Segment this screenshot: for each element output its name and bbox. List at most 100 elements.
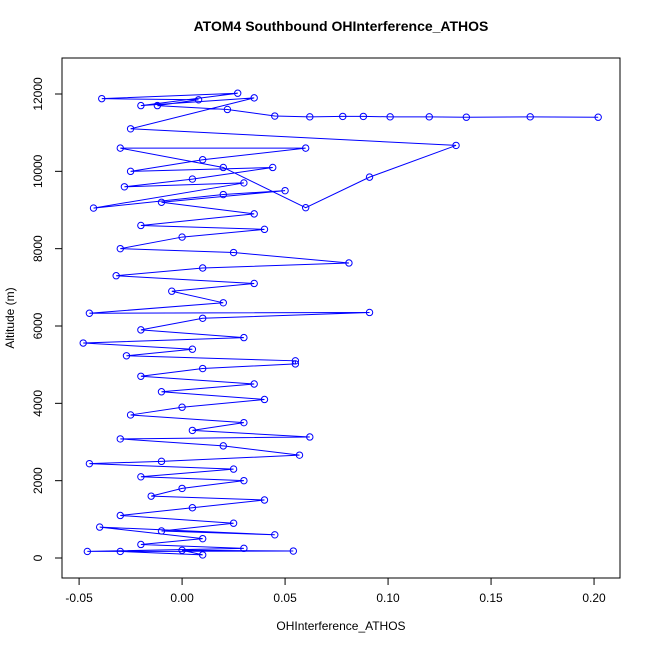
y-tick-label: 10000 [31,154,45,188]
data-point [157,198,166,206]
data-point [240,179,248,187]
data-point [301,144,310,152]
data-point [306,433,314,441]
y-tick-label: 4000 [31,390,45,417]
x-tick-label: 0.05 [273,591,297,605]
data-point [219,190,227,199]
data-point [223,105,232,114]
data-point [79,339,87,347]
data-point [83,547,92,556]
y-tick-label: 0 [31,554,45,561]
data-point [188,345,197,353]
data-point [271,531,279,539]
y-tick-label: 6000 [31,312,45,339]
data-point [198,314,207,322]
data-point [112,272,120,280]
data-point [425,113,433,121]
data-point [122,352,131,360]
data-point [291,360,300,368]
data-point [250,210,258,218]
data-point [250,279,258,288]
data-point [462,113,471,121]
data-point [157,527,166,535]
data-point [188,426,197,435]
data-point [178,233,186,241]
data-point [137,326,145,334]
data-point [260,225,269,234]
data-point [157,457,166,466]
plot-frame [61,57,621,579]
data-point [116,511,124,520]
data-point [178,484,186,493]
data-point [260,496,269,504]
data-point [359,112,368,121]
data-point [95,523,104,531]
data-point [219,299,227,307]
data-point [168,287,176,295]
data-point [269,163,277,172]
data-point [178,546,186,554]
data-point [365,173,374,181]
data-point [234,89,242,97]
data-point [526,113,534,121]
data-point [157,388,166,396]
data-point [250,380,258,388]
data-point [295,451,304,459]
data-point [116,244,124,253]
data-point [240,476,248,485]
data-point [126,411,135,419]
data-point [194,96,203,104]
data-point [153,101,162,110]
data-point [219,442,227,450]
data-point [188,175,197,183]
data-point [345,259,353,267]
data-point [126,167,135,176]
data-point [198,156,207,164]
data-point [240,544,248,553]
data-point [116,435,124,443]
chart-title: ATOM4 Southbound OHInterference_ATHOS [194,18,489,34]
data-point [219,163,227,172]
data-point [339,112,347,121]
data-point [137,221,145,230]
data-point [116,547,124,556]
data-point [126,125,135,133]
data-point [198,364,207,373]
data-point [386,113,394,121]
x-tick-label: -0.05 [65,591,93,605]
data-point [198,534,207,543]
data-point [178,403,186,411]
data-point [291,357,300,365]
x-tick-label: 0.00 [170,591,194,605]
data-point [89,204,98,212]
data-point [120,183,129,191]
data-point [229,248,238,257]
data-point [240,333,248,342]
y-tick-label: 2000 [31,467,45,494]
data-point [188,504,197,512]
data-point [452,141,460,150]
data-point [147,492,155,500]
data-point [229,465,238,473]
data-point [594,113,602,121]
data-point [137,473,145,481]
y-axis-label: Altitude (m) [3,287,17,348]
data-point [289,547,298,555]
data-point [306,113,314,121]
y-tick-label: 12000 [31,77,45,111]
data-point [85,309,94,317]
data-line [83,92,599,556]
data-point [301,203,310,212]
x-axis-label: OHInterference_ATHOS [276,619,405,633]
data-point [260,395,269,404]
data-point [271,112,279,120]
data-point [85,459,94,468]
data-point [240,418,248,427]
data-point [116,144,124,152]
data-point [198,264,207,272]
y-tick-label: 8000 [31,235,45,262]
x-tick-label: 0.15 [479,591,503,605]
x-tick-label: 0.10 [376,591,400,605]
data-point [281,186,289,195]
